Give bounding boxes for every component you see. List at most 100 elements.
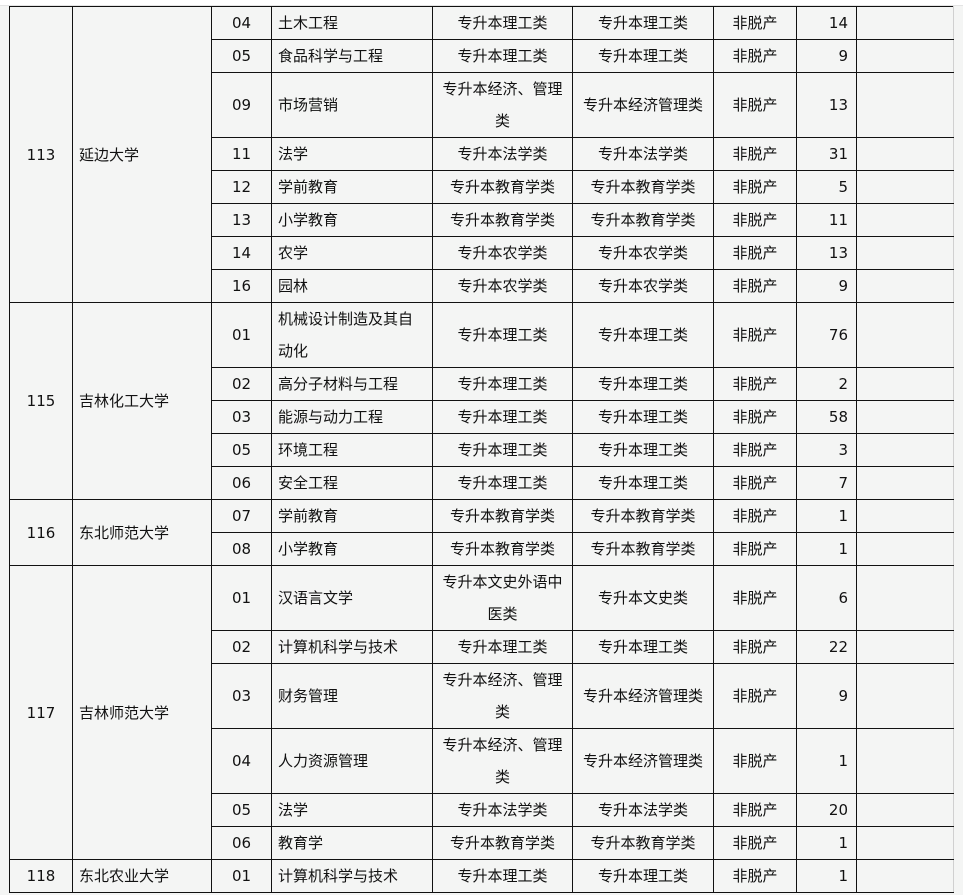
exam-category-cell: 专升本理工类 [572, 630, 714, 664]
major-code-cell: 01 [211, 565, 272, 631]
major-name-cell: 法学 [271, 793, 433, 827]
major-code-cell: 16 [211, 269, 272, 303]
remark-cell [856, 72, 954, 138]
school-id-cell: 117 [9, 565, 73, 860]
count-cell: 9 [796, 39, 857, 73]
exam-category-cell: 专升本经济管理类 [572, 728, 714, 794]
count-cell: 3 [796, 433, 857, 467]
study-mode-cell: 非脱产 [713, 793, 797, 827]
major-name-cell: 计算机科学与技术 [271, 859, 433, 893]
table-row: 11 法学 专升本法学类 专升本法学类 非脱产 31 [10, 137, 954, 171]
count-cell: 13 [796, 236, 857, 270]
study-mode-cell: 非脱产 [713, 39, 797, 73]
study-mode-cell: 非脱产 [713, 6, 797, 40]
major-code-cell: 05 [211, 39, 272, 73]
page-top-strip [0, 0, 963, 6]
plan-category-cell: 专升本理工类 [432, 466, 573, 500]
remark-cell [856, 859, 954, 893]
study-mode-cell: 非脱产 [713, 859, 797, 893]
exam-category-cell: 专升本理工类 [572, 6, 714, 40]
count-cell: 76 [796, 302, 857, 368]
remark-cell [856, 39, 954, 73]
table-row: 03 能源与动力工程 专升本理工类 专升本理工类 非脱产 58 [10, 400, 954, 434]
count-cell: 13 [796, 72, 857, 138]
plan-category-cell: 专升本理工类 [432, 630, 573, 664]
remark-cell [856, 236, 954, 270]
count-cell: 5 [796, 170, 857, 204]
enrollment-table: 113 延边大学 04 土木工程 专升本理工类 专升本理工类 非脱产 14 05 食品科学与工程专… [9, 6, 954, 893]
study-mode-cell: 非脱产 [713, 630, 797, 664]
count-cell: 1 [796, 859, 857, 893]
study-mode-cell: 非脱产 [713, 466, 797, 500]
remark-cell [856, 630, 954, 664]
exam-category-cell: 专升本教育学类 [572, 826, 714, 860]
school-id-cell: 115 [9, 302, 73, 500]
table-row: 06 安全工程 专升本理工类 专升本理工类 非脱产 7 [10, 466, 954, 500]
major-code-cell: 02 [211, 630, 272, 664]
study-mode-cell: 非脱产 [713, 137, 797, 171]
major-code-cell: 13 [211, 203, 272, 237]
school-id-cell: 113 [9, 6, 73, 303]
major-code-cell: 04 [211, 728, 272, 794]
remark-cell [856, 826, 954, 860]
major-name-cell: 小学教育 [271, 203, 433, 237]
count-cell: 1 [796, 826, 857, 860]
count-cell: 9 [796, 663, 857, 729]
major-code-cell: 09 [211, 72, 272, 138]
major-name-cell: 高分子材料与工程 [271, 367, 433, 401]
exam-category-cell: 专升本经济管理类 [572, 663, 714, 729]
table-row: 14 农学 专升本农学类 专升本农学类 非脱产 13 [10, 236, 954, 270]
major-name-cell: 法学 [271, 137, 433, 171]
major-code-cell: 02 [211, 367, 272, 401]
remark-cell [856, 137, 954, 171]
table-row: 118 东北农业大学 01 计算机科学与技术 专升本理工类 专升本理工类 非脱产 1 [9, 859, 954, 893]
major-name-cell: 土木工程 [271, 6, 433, 40]
remark-cell [856, 433, 954, 467]
exam-category-cell: 专升本理工类 [572, 367, 714, 401]
study-mode-cell: 非脱产 [713, 170, 797, 204]
major-name-cell: 汉语言文学 [271, 565, 433, 631]
study-mode-cell: 非脱产 [713, 433, 797, 467]
study-mode-cell: 非脱产 [713, 302, 797, 368]
major-code-cell: 06 [211, 826, 272, 860]
school-name-cell: 东北师范大学 [72, 499, 212, 566]
remark-cell [856, 728, 954, 794]
major-name-cell: 食品科学与工程 [271, 39, 433, 73]
major-code-cell: 14 [211, 236, 272, 270]
major-name-cell: 园林 [271, 269, 433, 303]
remark-cell [856, 565, 954, 631]
major-code-cell: 12 [211, 170, 272, 204]
major-name-cell: 学前教育 [271, 499, 433, 533]
remark-cell [856, 367, 954, 401]
study-mode-cell: 非脱产 [713, 532, 797, 566]
remark-cell [856, 532, 954, 566]
study-mode-cell: 非脱产 [713, 203, 797, 237]
major-code-cell: 04 [211, 6, 272, 40]
table-row: 115 吉林化工大学 01 机械设计制造及其自动化 专升本理工类 专升本理工类 非脱产 76 [9, 302, 954, 500]
plan-category-cell: 专升本教育学类 [432, 203, 573, 237]
major-code-cell: 08 [211, 532, 272, 566]
table-row: 03 财务管理 专升本经济、管理类 专升本经济管理类 非脱产 9 [10, 663, 954, 729]
plan-category-cell: 专升本文史外语中医类 [432, 565, 573, 631]
school-name-cell: 吉林化工大学 [72, 302, 212, 500]
study-mode-cell: 非脱产 [713, 72, 797, 138]
exam-category-cell: 专升本教育学类 [572, 499, 714, 533]
plan-category-cell: 专升本教育学类 [432, 170, 573, 204]
study-mode-cell: 非脱产 [713, 367, 797, 401]
exam-category-cell: 专升本农学类 [572, 236, 714, 270]
study-mode-cell: 非脱产 [713, 236, 797, 270]
table-row: 16 园林 专升本农学类 专升本农学类 非脱产 9 [10, 269, 954, 303]
table-row: 08 小学教育 专升本教育学类 专升本教育学类 非脱产 1 [10, 532, 954, 566]
major-code-cell: 03 [211, 400, 272, 434]
count-cell: 22 [796, 630, 857, 664]
school-name-cell: 东北农业大学 [72, 859, 212, 893]
count-cell: 6 [796, 565, 857, 631]
major-name-cell: 安全工程 [271, 466, 433, 500]
exam-category-cell: 专升本教育学类 [572, 532, 714, 566]
count-cell: 1 [796, 499, 857, 533]
exam-category-cell: 专升本文史类 [572, 565, 714, 631]
major-name-cell: 能源与动力工程 [271, 400, 433, 434]
major-code-cell: 03 [211, 663, 272, 729]
major-name-cell: 教育学 [271, 826, 433, 860]
study-mode-cell: 非脱产 [713, 269, 797, 303]
